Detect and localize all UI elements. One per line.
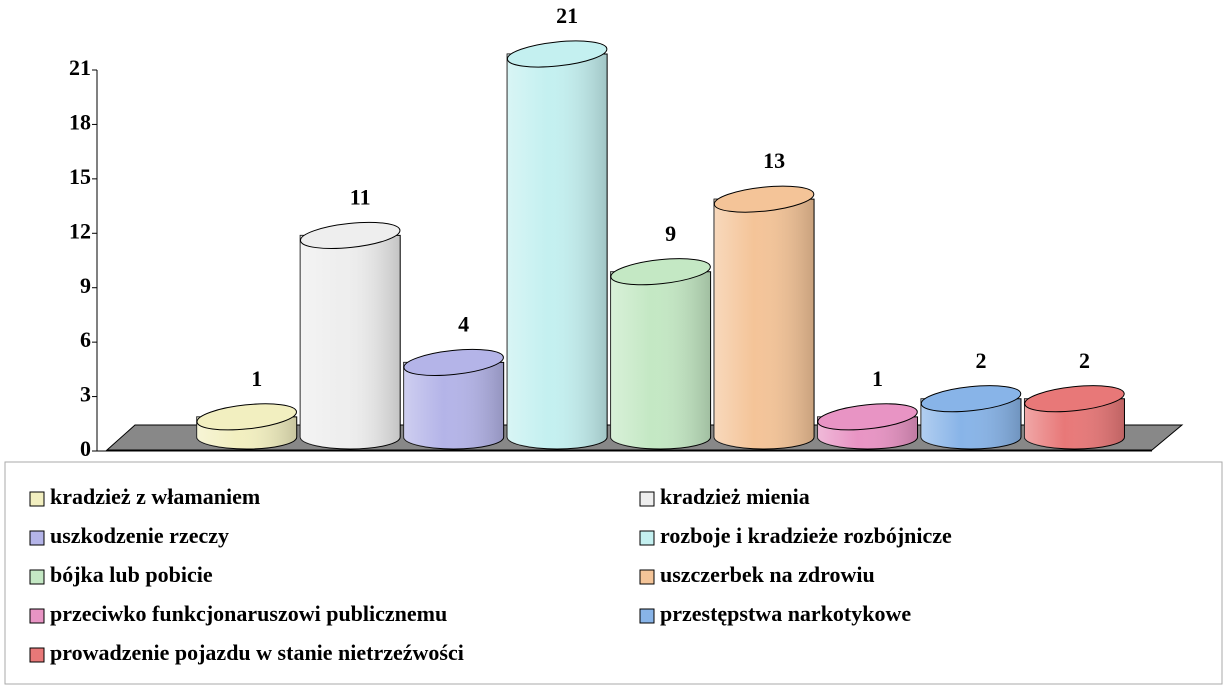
value-label: 2 <box>976 348 987 373</box>
value-label: 2 <box>1079 348 1090 373</box>
cylinder-top <box>610 258 711 286</box>
legend-label: uszkodzenie rzeczy <box>50 523 229 548</box>
y-tick-label: 3 <box>80 382 91 407</box>
legend-swatch <box>639 491 655 507</box>
y-tick-label: 0 <box>80 436 91 461</box>
legend-label: kradzież z włamaniem <box>50 484 260 509</box>
cylinder-top <box>506 40 608 68</box>
y-tick-label: 6 <box>80 327 91 352</box>
cylinder <box>713 185 815 450</box>
cylinder-top <box>196 403 297 431</box>
legend-swatch <box>29 491 45 507</box>
legend-swatch <box>29 569 45 585</box>
legend-label: przeciwko funkcjonaruszowi publicznemu <box>50 601 447 626</box>
legend-swatch <box>639 569 655 585</box>
cylinder-shade <box>403 362 504 449</box>
legend-label: prowadzenie pojazdu w stanie nietrzeźwoś… <box>50 640 464 665</box>
cylinder <box>610 258 712 450</box>
legend-label: bójka lub pobicie <box>50 562 213 587</box>
value-label: 1 <box>251 366 262 391</box>
y-tick-label: 9 <box>80 273 91 298</box>
legend-label: rozboje i kradzieże rozbójnicze <box>660 523 952 548</box>
legend-swatch <box>29 647 45 663</box>
cylinder-top <box>299 221 401 249</box>
legend-label: przestępstwa narkotykowe <box>660 601 911 626</box>
legend-swatch <box>29 608 45 624</box>
y-tick-label: 15 <box>69 164 91 189</box>
value-label: 4 <box>458 311 469 336</box>
legend-label: kradzież mienia <box>660 484 810 509</box>
cylinder-shade <box>507 54 608 449</box>
value-label: 13 <box>763 148 785 173</box>
cylinder-top <box>713 185 815 213</box>
cylinder <box>299 221 401 450</box>
cylinder-top <box>817 403 918 431</box>
cylinder-top <box>403 348 504 376</box>
cylinder <box>506 40 608 450</box>
legend-label: uszczerbek na zdrowiu <box>660 562 875 587</box>
legend-box <box>4 461 1223 685</box>
legend-swatch <box>29 530 45 546</box>
value-label: 11 <box>350 184 371 209</box>
y-tick-label: 12 <box>69 218 91 243</box>
cylinder-shade <box>300 235 401 449</box>
y-tick-label: 18 <box>69 109 91 134</box>
value-label: 1 <box>872 366 883 391</box>
y-tick-label: 21 <box>69 55 91 80</box>
value-label: 21 <box>556 3 578 28</box>
legend-swatch <box>639 608 655 624</box>
cylinder-top <box>920 385 1022 413</box>
cylinder-top <box>1024 385 1125 413</box>
cylinder-shade <box>714 199 815 449</box>
legend-swatch <box>639 530 655 546</box>
cylinder <box>817 403 919 450</box>
cylinder <box>1023 385 1125 450</box>
cylinder-shade <box>610 271 711 449</box>
cylinder <box>196 403 298 450</box>
cylinder <box>920 385 1022 450</box>
cylinder <box>403 348 505 450</box>
value-label: 9 <box>665 221 676 246</box>
